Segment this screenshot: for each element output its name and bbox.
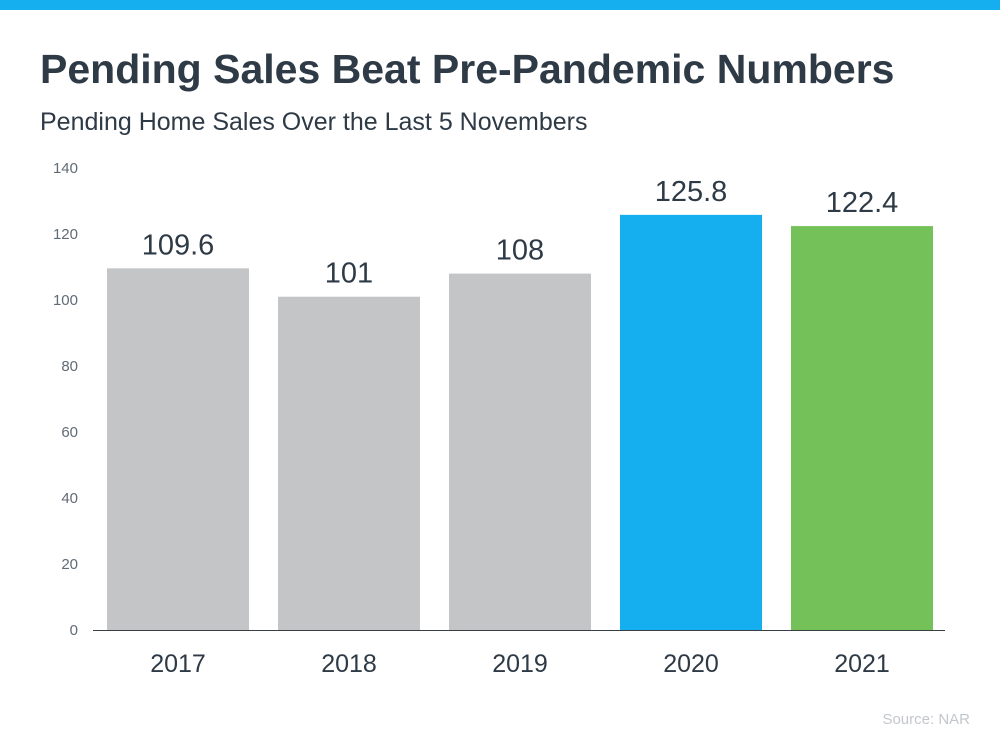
data-label: 108 xyxy=(496,235,544,267)
top-accent-bar xyxy=(0,0,1000,10)
source-note: Source: NAR xyxy=(882,711,970,728)
y-tick-label: 60 xyxy=(61,424,78,441)
x-tick-label: 2021 xyxy=(834,650,890,678)
y-tick-label: 20 xyxy=(61,556,78,573)
x-tick-label: 2020 xyxy=(663,650,719,678)
y-tick-label: 40 xyxy=(61,490,78,507)
y-tick-label: 0 xyxy=(70,622,78,639)
x-tick-label: 2018 xyxy=(321,650,377,678)
y-tick-label: 100 xyxy=(53,292,78,309)
data-label: 125.8 xyxy=(655,176,728,208)
data-label: 122.4 xyxy=(826,187,899,219)
chart-title: Pending Sales Beat Pre-Pandemic Numbers xyxy=(40,46,895,92)
x-tick-label: 2019 xyxy=(492,650,548,678)
bar-2019 xyxy=(449,273,591,630)
data-label: 101 xyxy=(325,258,373,290)
y-tick-label: 120 xyxy=(53,226,78,243)
chart-subtitle: Pending Home Sales Over the Last 5 Novem… xyxy=(40,108,588,136)
bar-2020 xyxy=(620,214,762,631)
bar-2021 xyxy=(791,226,933,630)
data-label: 109.6 xyxy=(142,229,215,261)
y-tick-label: 80 xyxy=(61,358,78,375)
x-tick-label: 2017 xyxy=(150,650,206,678)
bar-2017 xyxy=(107,268,249,630)
y-tick-label: 140 xyxy=(53,160,78,177)
bar-2018 xyxy=(278,296,420,630)
